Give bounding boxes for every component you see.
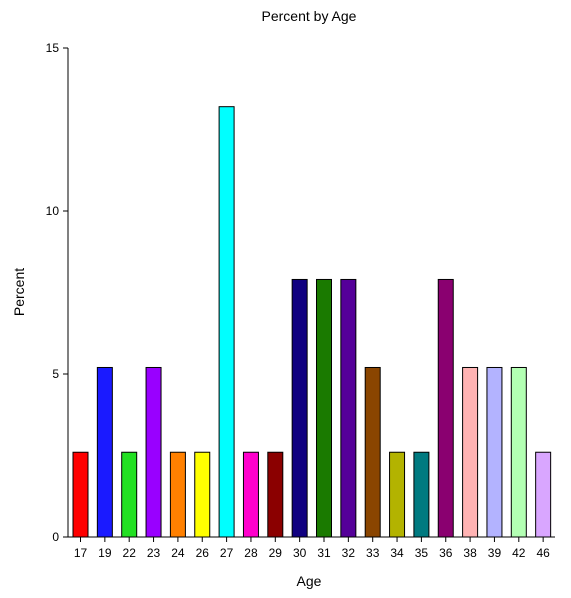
y-tick-label: 15 xyxy=(46,41,60,55)
x-tick-label: 19 xyxy=(98,546,112,560)
x-tick-label: 46 xyxy=(536,546,550,560)
bar-age-35 xyxy=(413,451,430,538)
bar-age-31 xyxy=(316,278,332,538)
x-tick-label: 22 xyxy=(123,546,137,560)
x-axis-label: Age xyxy=(297,573,322,589)
bar-age-19 xyxy=(96,366,113,538)
x-axis-ticks: 17 19 22 23 24 26 27 28 29 30 31 32 33 34 35 36 38 39 42 46 xyxy=(74,537,550,560)
x-tick-label: 34 xyxy=(390,546,404,560)
y-tick-label: 5 xyxy=(52,367,59,381)
x-tick-label: 39 xyxy=(488,546,502,560)
bar-age-34 xyxy=(389,451,406,538)
y-axis-ticks: 0 5 10 15 xyxy=(46,41,68,544)
x-tick-label: 30 xyxy=(293,546,307,560)
x-tick-label: 24 xyxy=(171,546,185,560)
chart-title: Percent by Age xyxy=(262,8,357,24)
bar-age-24 xyxy=(169,451,186,538)
x-tick-label: 23 xyxy=(147,546,161,560)
bar-age-39 xyxy=(486,366,503,538)
bar-age-32 xyxy=(340,278,357,538)
x-tick-label: 35 xyxy=(415,546,429,560)
bar-age-28 xyxy=(242,451,259,538)
x-tick-label: 36 xyxy=(439,546,453,560)
x-tick-label: 26 xyxy=(196,546,210,560)
x-tick-label: 27 xyxy=(220,546,234,560)
bar-age-17 xyxy=(72,451,89,538)
bar-age-36 xyxy=(437,278,454,538)
bar-age-38 xyxy=(462,366,479,538)
x-tick-label: 29 xyxy=(269,546,283,560)
bar-age-22 xyxy=(121,451,138,538)
x-tick-label: 17 xyxy=(74,546,88,560)
bar-age-27 xyxy=(218,106,235,538)
bar-age-26 xyxy=(194,451,211,538)
y-axis-label: Percent xyxy=(11,268,27,316)
x-tick-label: 33 xyxy=(366,546,380,560)
x-tick-label: 42 xyxy=(512,546,526,560)
x-tick-label: 32 xyxy=(342,546,356,560)
x-tick-label: 28 xyxy=(244,546,258,560)
x-tick-label: 31 xyxy=(317,546,331,560)
bar-age-23 xyxy=(145,366,162,538)
bar-age-30 xyxy=(291,278,308,538)
bars-group xyxy=(72,106,552,538)
bar-age-42 xyxy=(510,366,527,538)
bar-age-33 xyxy=(364,366,381,538)
y-tick-label: 10 xyxy=(46,204,60,218)
bar-age-46 xyxy=(535,451,552,538)
bar-age-29 xyxy=(267,451,284,538)
y-tick-label: 0 xyxy=(52,530,59,544)
x-tick-label: 38 xyxy=(463,546,477,560)
